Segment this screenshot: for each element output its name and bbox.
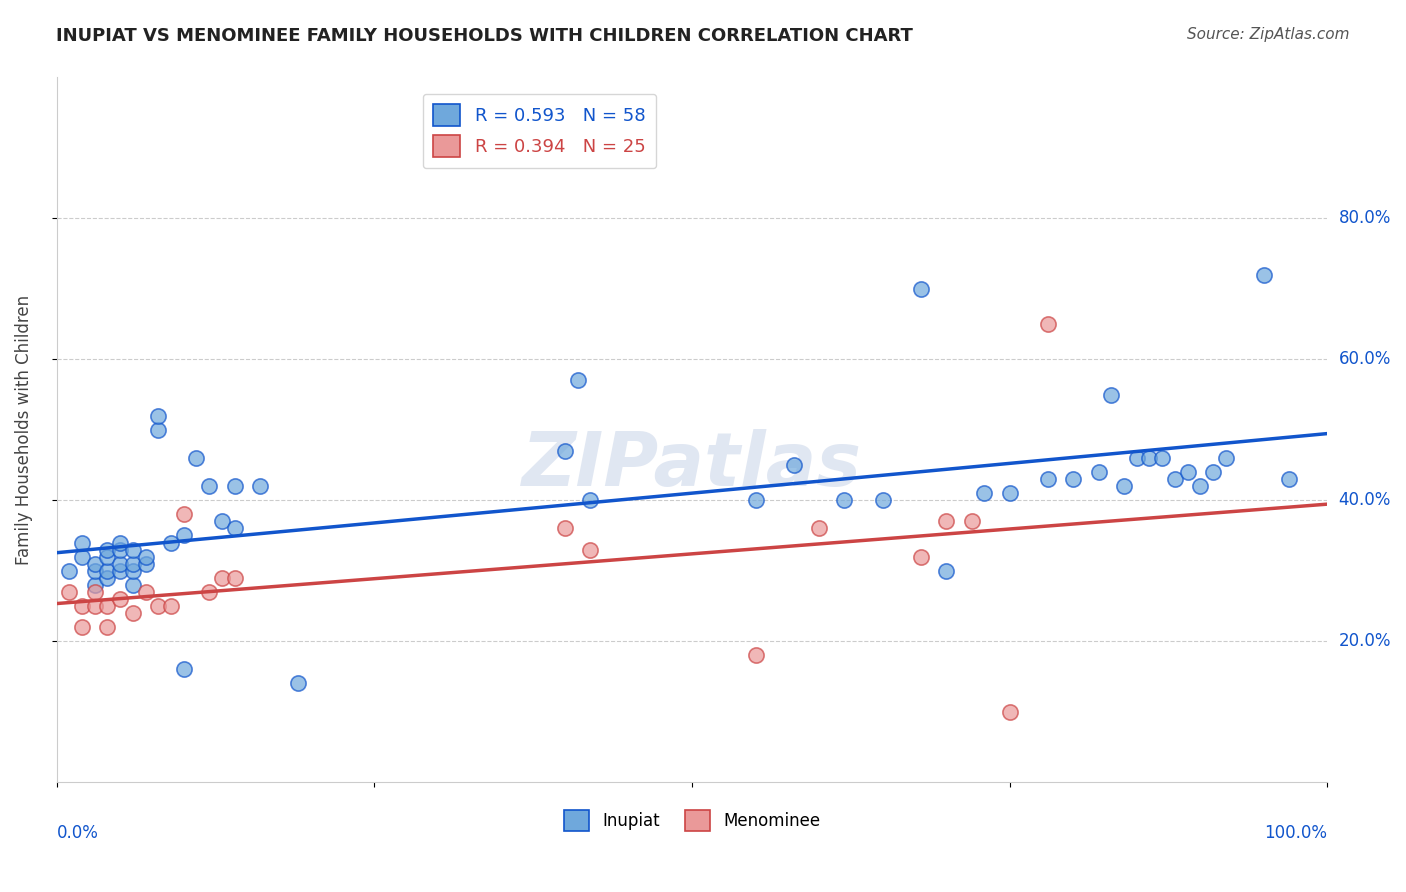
Point: [1126, 450, 1149, 465]
Point: [148, 599, 170, 613]
Point: [148, 423, 170, 437]
Point: [83, 564, 105, 578]
Text: INUPIAT VS MENOMINEE FAMILY HOUSEHOLDS WITH CHILDREN CORRELATION CHART: INUPIAT VS MENOMINEE FAMILY HOUSEHOLDS W…: [56, 27, 912, 45]
Point: [96, 549, 118, 564]
Point: [1189, 479, 1212, 493]
Text: ZIPatlas: ZIPatlas: [522, 428, 862, 501]
Point: [96, 620, 118, 634]
Point: [70, 620, 93, 634]
Point: [135, 557, 157, 571]
Point: [998, 486, 1021, 500]
Point: [121, 578, 143, 592]
Point: [173, 508, 195, 522]
Point: [96, 599, 118, 613]
Text: 0.0%: 0.0%: [56, 824, 98, 842]
Point: [554, 444, 576, 458]
Point: [108, 542, 131, 557]
Point: [108, 557, 131, 571]
Point: [211, 571, 233, 585]
Point: [1112, 479, 1135, 493]
Point: [554, 521, 576, 535]
Point: [1202, 465, 1225, 479]
Point: [1062, 472, 1084, 486]
Point: [83, 557, 105, 571]
Point: [58, 585, 80, 599]
Point: [973, 486, 995, 500]
Point: [224, 571, 246, 585]
Point: [782, 458, 804, 472]
Point: [173, 662, 195, 676]
Point: [135, 549, 157, 564]
Point: [744, 648, 766, 663]
Point: [1087, 465, 1109, 479]
Text: 100.0%: 100.0%: [1264, 824, 1327, 842]
Point: [808, 521, 831, 535]
Point: [135, 585, 157, 599]
Text: 40.0%: 40.0%: [1339, 491, 1391, 509]
Point: [83, 578, 105, 592]
Point: [96, 571, 118, 585]
Y-axis label: Family Households with Children: Family Households with Children: [15, 294, 32, 565]
Point: [1278, 472, 1301, 486]
Point: [70, 599, 93, 613]
Point: [935, 564, 957, 578]
Text: 80.0%: 80.0%: [1339, 210, 1391, 227]
Point: [108, 535, 131, 549]
Point: [1152, 450, 1174, 465]
Point: [910, 549, 932, 564]
Point: [121, 557, 143, 571]
Point: [173, 528, 195, 542]
Point: [1215, 450, 1237, 465]
Text: 20.0%: 20.0%: [1339, 632, 1391, 650]
Point: [1164, 472, 1187, 486]
Point: [186, 450, 208, 465]
Point: [58, 564, 80, 578]
Point: [121, 542, 143, 557]
Point: [1036, 317, 1059, 331]
Point: [160, 599, 183, 613]
Text: 60.0%: 60.0%: [1339, 351, 1391, 368]
Point: [910, 282, 932, 296]
Point: [160, 535, 183, 549]
Point: [579, 493, 602, 508]
Point: [70, 549, 93, 564]
Point: [287, 676, 309, 690]
Point: [744, 493, 766, 508]
Point: [108, 564, 131, 578]
Point: [1139, 450, 1161, 465]
Point: [872, 493, 894, 508]
Point: [96, 564, 118, 578]
Point: [83, 599, 105, 613]
Point: [96, 542, 118, 557]
Point: [998, 705, 1021, 719]
Point: [834, 493, 856, 508]
Point: [224, 479, 246, 493]
Point: [960, 515, 983, 529]
Point: [579, 542, 602, 557]
Point: [211, 515, 233, 529]
Point: [121, 606, 143, 620]
Point: [224, 521, 246, 535]
Point: [148, 409, 170, 423]
Point: [83, 585, 105, 599]
Point: [1177, 465, 1199, 479]
Point: [108, 591, 131, 606]
Text: Source: ZipAtlas.com: Source: ZipAtlas.com: [1187, 27, 1350, 42]
Point: [567, 374, 589, 388]
Point: [1036, 472, 1059, 486]
Point: [1253, 268, 1275, 282]
Point: [249, 479, 271, 493]
Point: [121, 564, 143, 578]
Point: [1099, 387, 1122, 401]
Point: [198, 585, 221, 599]
Point: [935, 515, 957, 529]
Point: [70, 535, 93, 549]
Legend: Inupiat, Menominee: Inupiat, Menominee: [557, 804, 827, 838]
Point: [198, 479, 221, 493]
